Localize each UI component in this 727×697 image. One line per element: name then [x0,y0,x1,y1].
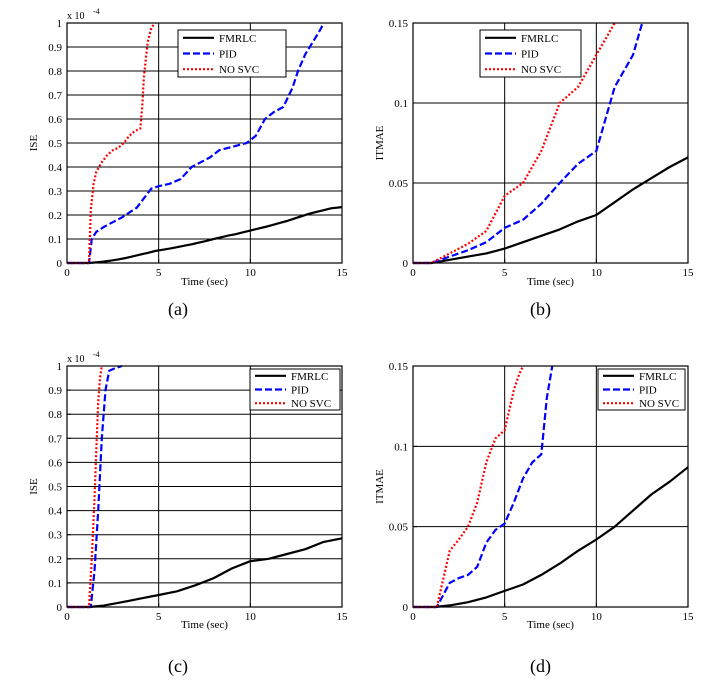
series-line-fmrlc [413,466,689,609]
y-tick-label: 0.1 [48,578,62,590]
panel-label-a: (a) [168,299,188,319]
legend-entry-fmrlc: FMRLC [219,33,256,45]
panel-label-c: (c) [168,656,188,676]
x-tick-label: 15 [337,611,349,623]
axes-frame [412,22,689,264]
legend-entry-pid: PID [521,49,539,61]
series-line-pid [67,364,123,609]
x-tick-label: 5 [156,267,162,279]
legend-entry-pid: PID [291,385,309,397]
x-tick-label: 15 [337,267,349,279]
legend: FMRLC PID NO SVC [479,29,582,78]
legend-entry-fmrlc: FMRLC [291,371,328,383]
y-tick-label: 0.8 [48,409,62,421]
y-tick-label: 0.9 [48,385,62,397]
y-tick-label: 0.2 [48,210,62,222]
x-tick-label: 10 [245,267,257,279]
chart-c: 0 5 10 15 0 0.1 0.2 0.3 0.4 0.5 0.6 0.7 0.8 0.9 1 Time … [28,350,348,631]
axes-frame [412,365,689,608]
y-tick-label: 0.7 [48,90,62,102]
y-exponent: -4 [93,7,100,16]
y-tick-label: 0.6 [48,457,62,469]
y-tick-label: 0 [57,258,63,270]
x-tick-label: 5 [502,611,508,623]
legend-entry-no-svc: NO SVC [521,64,561,76]
y-tick-label: 0.6 [48,114,62,126]
series-line-pid [67,22,325,265]
y-tick-label: 0.8 [48,66,62,78]
legend-entry-no-svc: NO SVC [291,398,331,410]
x-tick-label: 5 [156,611,162,623]
series-line-no-svc [413,22,616,265]
legend-entry-fmrlc: FMRLC [639,371,676,383]
legend: FMRLC PID NO SVC [177,29,287,78]
legend-entry-pid: PID [639,385,657,397]
x-tick-label: 10 [245,611,257,623]
chart-d: 0 5 10 15 0 0.05 0.1 0.15 Time (sec) ITMAE FMRLC PI… [374,361,694,631]
y-axis-label: ISE [28,134,40,151]
legend-entry-no-svc: NO SVC [219,64,259,76]
series-line-no-svc [67,22,156,265]
y-tick-label: 0.3 [48,186,62,198]
y-multiplier: x 10 [67,11,85,22]
y-axis-label: ITMAE [374,469,386,504]
y-tick-label: 0 [57,602,63,614]
y-tick-label: 0.15 [389,361,409,373]
legend-entry-fmrlc: FMRLC [521,33,558,45]
x-tick-label: 10 [591,611,603,623]
y-tick-label: 0.9 [48,42,62,54]
y-tick-label: 0.4 [48,506,62,518]
chart-b: 0 5 10 15 0 0.05 0.1 0.15 Time (sec) ITMAE FMRLC PI… [374,18,694,288]
y-tick-label: 0.15 [389,18,409,30]
series-line-fmrlc [413,156,689,265]
chart-a: 0 5 10 15 0 0.1 0.2 0.3 0.4 0.5 0.6 0.7 0.8 0.9 1 Time … [28,7,348,288]
y-tick-label: 1 [57,18,63,30]
x-axis-label: Time (sec) [181,619,228,631]
y-multiplier: x 10 [67,354,85,365]
y-tick-label: 0.5 [48,138,62,150]
y-tick-label: 1 [57,361,63,373]
x-axis-label: Time (sec) [527,619,574,631]
x-tick-label: 15 [683,611,695,623]
y-axis-label: ITMAE [374,125,386,160]
y-tick-label: 0.1 [394,441,408,453]
x-tick-label: 10 [591,267,603,279]
x-tick-label: 0 [410,611,416,623]
y-tick-label: 0.1 [48,234,62,246]
panel-label-d: (d) [530,656,551,676]
y-tick-label: 0.1 [394,98,408,110]
y-tick-label: 0.7 [48,433,62,445]
y-tick-label: 0.05 [389,522,409,534]
panel-label-b: (b) [530,299,551,319]
x-tick-label: 0 [64,267,70,279]
x-tick-label: 0 [64,611,70,623]
y-tick-label: 0.05 [389,178,409,190]
x-tick-label: 15 [683,267,695,279]
legend-entry-no-svc: NO SVC [639,398,679,410]
y-axis-label: ISE [28,478,40,495]
x-tick-label: 5 [502,267,508,279]
series-line-fmrlc [67,206,343,265]
y-exponent: -4 [93,350,100,359]
y-tick-label: 0.5 [48,482,62,494]
x-tick-label: 0 [410,267,416,279]
series-line-no-svc [413,365,524,609]
series-line-fmrlc [67,537,343,609]
series-line-pid [413,365,554,609]
y-tick-label: 0.4 [48,162,62,174]
y-tick-label: 0 [403,602,409,614]
x-axis-label: Time (sec) [527,276,574,288]
legend-entry-pid: PID [219,49,237,61]
x-axis-label: Time (sec) [181,276,228,288]
y-tick-label: 0.2 [48,554,62,566]
y-tick-label: 0.3 [48,530,62,542]
y-tick-label: 0 [403,258,409,270]
